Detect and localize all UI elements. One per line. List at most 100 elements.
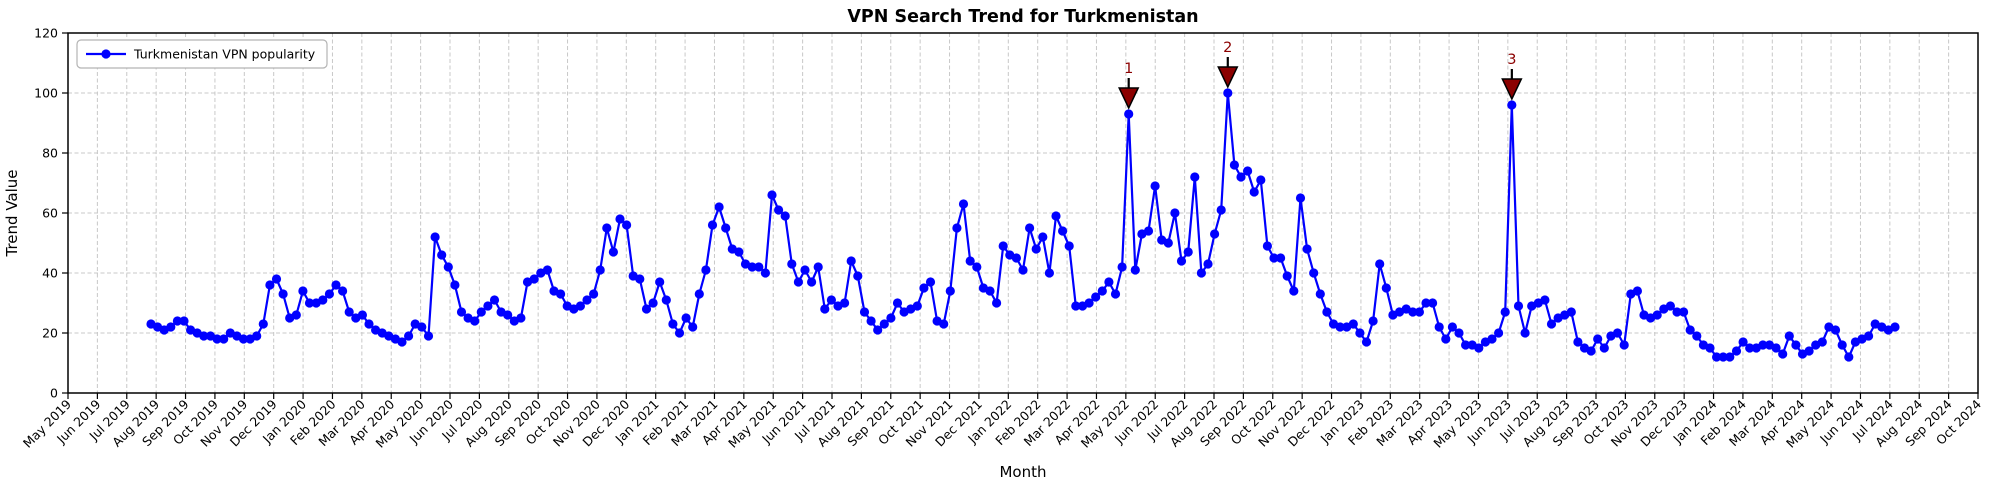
data-point-marker — [1229, 160, 1239, 170]
data-point-marker — [688, 322, 698, 332]
data-point-marker — [707, 220, 718, 230]
data-point-marker — [1130, 265, 1140, 275]
data-point-marker — [965, 256, 975, 266]
data-point-marker — [456, 307, 467, 317]
data-point-marker — [602, 223, 612, 233]
data-point-marker — [661, 295, 671, 305]
data-point-marker — [681, 313, 691, 323]
data-point-marker — [958, 199, 969, 209]
data-point-marker — [166, 322, 176, 332]
data-point-marker — [1256, 175, 1266, 185]
data-point-marker — [1210, 229, 1220, 239]
data-point-marker — [760, 268, 771, 278]
data-point-marker — [1593, 334, 1603, 344]
data-point-marker — [1520, 328, 1530, 338]
data-point-marker — [1428, 298, 1438, 308]
data-point-marker — [1058, 226, 1068, 236]
data-point-marker — [873, 325, 883, 335]
data-point-marker — [774, 205, 784, 215]
data-point-marker — [635, 274, 645, 284]
data-point-marker — [344, 307, 354, 317]
data-point-marker — [1731, 346, 1742, 356]
data-point-marker — [886, 313, 896, 323]
data-point-marker — [641, 304, 652, 314]
data-point-marker — [1097, 286, 1107, 296]
data-point-marker — [721, 223, 731, 233]
data-point-marker — [1216, 205, 1226, 215]
data-point-marker — [430, 232, 440, 242]
data-point-marker — [1355, 328, 1365, 338]
data-point-marker — [1454, 328, 1464, 338]
data-point-marker — [179, 316, 189, 326]
data-point-marker — [291, 310, 301, 320]
data-point-marker — [1586, 346, 1596, 356]
data-point-marker — [489, 295, 500, 305]
data-point-marker — [952, 223, 962, 233]
data-point-marker — [258, 319, 268, 329]
data-point-marker — [1745, 343, 1755, 353]
data-point-marker — [556, 289, 566, 299]
data-point-marker — [219, 334, 229, 344]
legend-box — [76, 39, 328, 69]
data-point-marker — [1150, 181, 1160, 191]
data-point-marker — [1830, 325, 1841, 335]
data-point-marker — [1421, 298, 1431, 308]
data-point-marker — [304, 298, 315, 308]
data-point-marker — [859, 307, 870, 317]
data-point-marker — [437, 250, 447, 260]
data-point-marker — [1375, 259, 1385, 269]
data-point-marker — [820, 304, 830, 314]
data-point-marker — [357, 310, 367, 320]
data-point-marker — [1573, 337, 1583, 347]
data-point-marker — [1289, 286, 1299, 296]
data-point-marker — [1110, 289, 1121, 299]
data-point-marker — [542, 265, 553, 275]
data-point-marker — [1434, 322, 1444, 332]
data-point-marker — [1196, 268, 1206, 278]
peak-annotations: 1 2 3 — [1118, 40, 1523, 110]
data-point-marker — [1025, 223, 1035, 233]
data-point-marker — [840, 298, 850, 308]
data-point-marker — [331, 280, 341, 290]
data-point-marker — [483, 301, 493, 311]
data-point-marker — [1844, 352, 1854, 362]
data-point-marker — [1705, 343, 1715, 353]
data-point-marker — [1203, 259, 1213, 269]
data-point-marker — [846, 256, 856, 266]
data-point-marker — [1071, 301, 1081, 311]
data-point-marker — [529, 274, 539, 284]
data-point-marker — [1084, 298, 1094, 308]
chart-title: VPN Search Trend for Turkmenistan — [847, 7, 1198, 27]
data-point-marker — [338, 286, 348, 296]
data-point-marker — [417, 322, 427, 332]
data-point-marker — [443, 262, 453, 272]
data-point-marker — [1890, 322, 1900, 332]
data-point-marker — [1183, 247, 1193, 257]
data-point-marker — [939, 319, 949, 329]
data-point-marker — [879, 319, 889, 329]
y-tick-label: 0 — [50, 386, 58, 401]
data-point-marker — [1778, 349, 1788, 359]
data-point-marker — [1513, 301, 1524, 311]
data-point-marker — [1031, 244, 1041, 254]
data-point-marker — [674, 328, 685, 338]
data-point-marker — [1725, 352, 1735, 362]
data-point-marker — [615, 214, 625, 224]
y-tick-label: 20 — [42, 326, 58, 341]
annotation-number: 3 — [1507, 52, 1516, 68]
data-point-marker — [807, 277, 817, 287]
data-point-marker — [1665, 301, 1675, 311]
data-point-marker — [364, 319, 374, 329]
data-point-marker — [1461, 340, 1471, 350]
data-point-marker — [1738, 337, 1748, 347]
data-point-marker — [1276, 253, 1286, 263]
data-point-marker — [853, 271, 863, 281]
data-point-marker — [1282, 271, 1292, 281]
data-point-marker — [826, 295, 837, 305]
data-point-marker — [1143, 226, 1154, 236]
data-point-marker — [1791, 340, 1801, 350]
data-point-marker — [1011, 253, 1022, 263]
data-point-marker — [1712, 352, 1722, 362]
data-point-marker — [271, 274, 282, 284]
